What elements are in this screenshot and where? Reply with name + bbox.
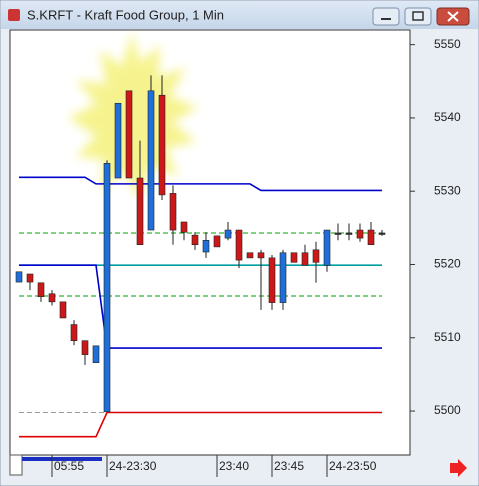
candle-body — [37, 282, 45, 298]
indicator-line — [19, 176, 382, 192]
scroll-thumb[interactable] — [22, 457, 102, 461]
maximize-button[interactable] — [404, 7, 432, 26]
scroll-box[interactable] — [9, 454, 23, 476]
candle-body — [290, 252, 298, 263]
candle-body — [257, 252, 265, 259]
candle-body — [323, 229, 331, 266]
candle-body — [81, 340, 89, 355]
candle-body — [224, 229, 232, 239]
candle-body — [334, 232, 342, 235]
candle-body — [378, 232, 386, 235]
minimize-button[interactable] — [372, 7, 400, 26]
candle-body — [202, 240, 210, 253]
candle-body — [191, 234, 199, 245]
candle-body — [92, 345, 100, 363]
highlight-glow — [68, 32, 198, 200]
candle-body — [158, 94, 166, 196]
candle-body — [15, 271, 23, 283]
candle-body — [367, 229, 375, 245]
y-tick-label: 5520 — [434, 257, 461, 271]
y-tick-label: 5550 — [434, 37, 461, 51]
candle-body — [26, 273, 34, 283]
candle-body — [70, 324, 78, 341]
y-tick-label: 5540 — [434, 110, 461, 124]
indicator-line — [19, 411, 382, 438]
candle-body — [235, 229, 243, 261]
window-buttons[interactable] — [372, 7, 470, 26]
close-glyph — [447, 11, 459, 22]
candle-body — [180, 221, 188, 233]
maximize-glyph — [412, 11, 424, 21]
candle-body — [301, 252, 309, 266]
candle-body — [246, 252, 254, 259]
x-tick-label: 24-23:50 — [329, 459, 377, 473]
candle-body — [125, 90, 133, 179]
candle-body — [356, 229, 364, 239]
x-tick-label: 23:40 — [219, 459, 249, 473]
candle-body — [114, 102, 122, 179]
candle-body — [345, 232, 353, 235]
window-title: S.KRFT - Kraft Food Group, 1 Min — [27, 7, 224, 22]
app-icon — [8, 9, 20, 21]
candle-body — [279, 252, 287, 303]
y-tick-label: 5500 — [434, 403, 461, 417]
candle-body — [59, 301, 67, 319]
x-tick-label: 05:55 — [54, 459, 84, 473]
candle-body — [48, 293, 56, 303]
candle-body — [213, 235, 221, 248]
candle-body — [136, 177, 144, 245]
y-tick-label: 5510 — [434, 330, 461, 344]
candle-body — [312, 249, 320, 263]
x-tick-label: 24-23:30 — [109, 459, 157, 473]
y-tick-label: 5530 — [434, 183, 461, 197]
candle-body — [147, 90, 155, 231]
indicator-line — [19, 264, 382, 349]
plot-area — [9, 29, 411, 456]
candle-body — [268, 257, 276, 303]
scroll-right-arrow[interactable] — [450, 459, 467, 477]
candle-body — [169, 193, 177, 231]
x-tick-label: 23:45 — [274, 459, 304, 473]
candle-body — [103, 163, 111, 413]
